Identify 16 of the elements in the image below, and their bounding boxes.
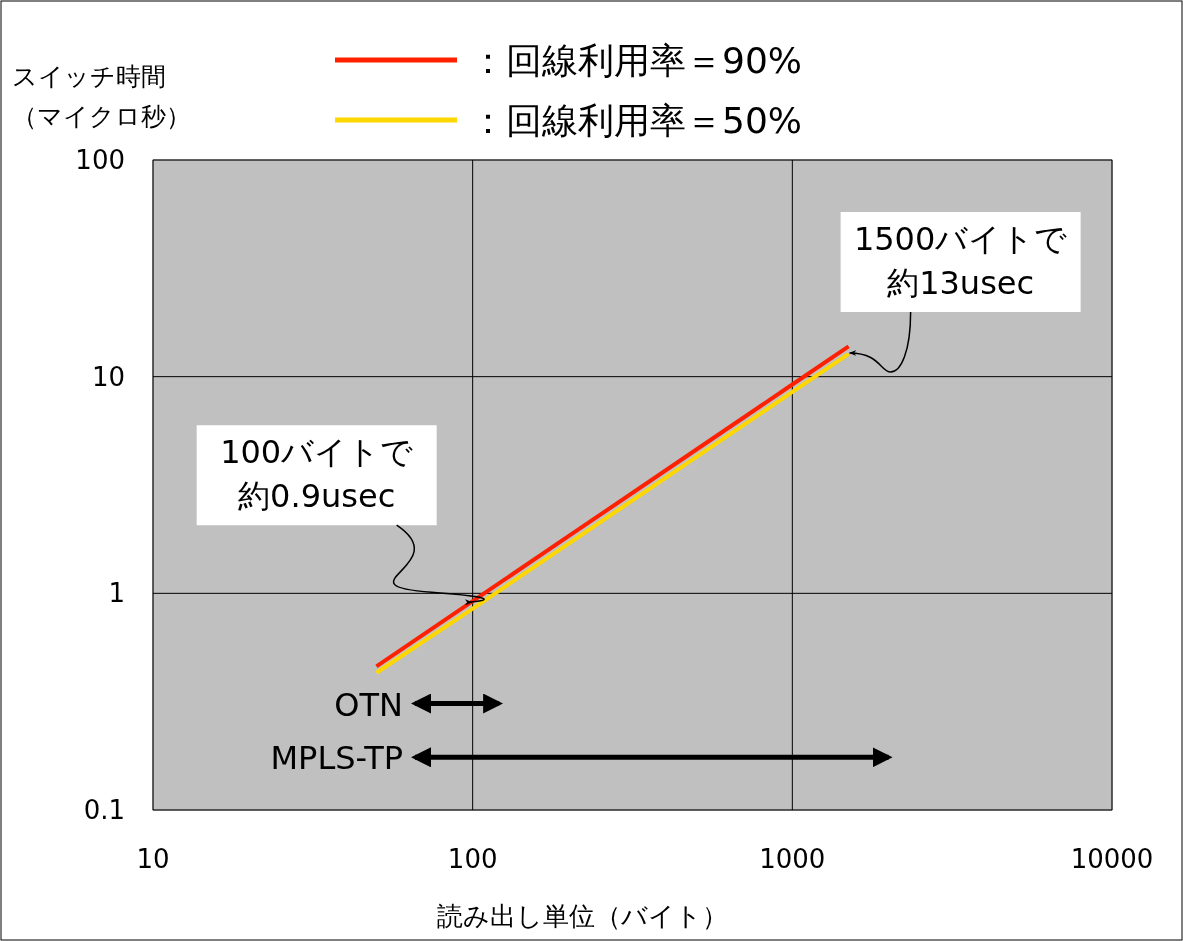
legend-label: ：回線利用率＝90% (470, 40, 803, 81)
y-tick-label: 100 (75, 145, 125, 175)
y-tick-label: 0.1 (83, 795, 125, 825)
y-tick-label: 10 (91, 361, 125, 392)
x-tick-label: 100 (447, 844, 498, 874)
x-axis-title: 読み出し単位（バイト） (437, 901, 728, 931)
annotation: OTN (334, 685, 403, 724)
y-tick-label: 1 (108, 578, 125, 609)
x-tick-label: 1000 (759, 844, 826, 874)
x-tick-label: 10 (136, 844, 170, 874)
legend-label: ：回線利用率＝50% (470, 100, 803, 141)
annotation: MPLS-TP (270, 739, 403, 778)
annotation: 100バイトで約0.9usec (220, 433, 414, 516)
annotation: 1500バイトで約13usec (853, 219, 1068, 302)
x-tick-label: 10000 (1070, 844, 1154, 874)
y-axis-title: スイッチ時間（マイクロ秒） (12, 62, 191, 131)
